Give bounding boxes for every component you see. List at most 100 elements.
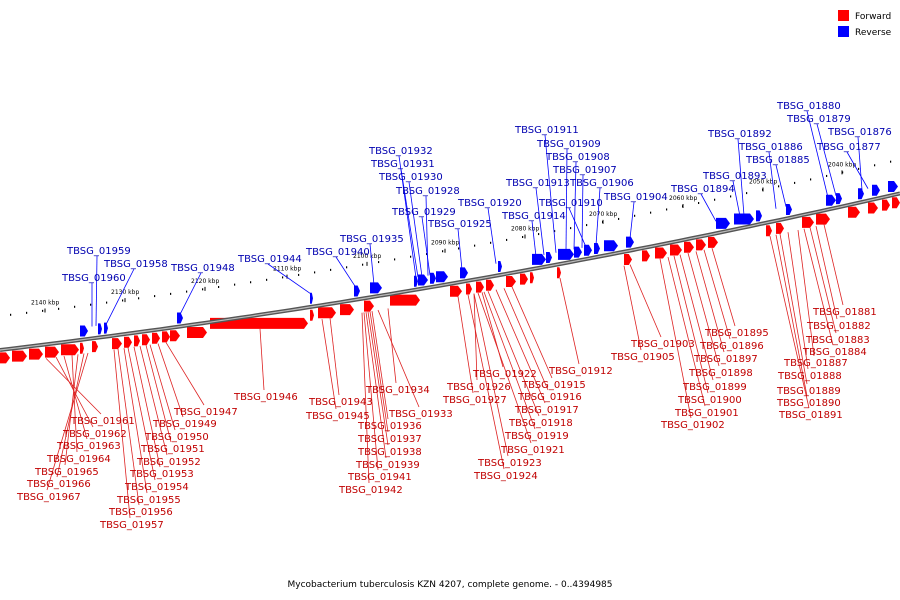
reverse-gene-label[interactable]: TBSG_01930 — [378, 172, 443, 183]
reverse-gene-block[interactable] — [354, 285, 360, 297]
forward-gene-label[interactable]: TBSG_01965 — [34, 467, 99, 478]
forward-gene-label[interactable]: TBSG_01895 — [704, 328, 769, 339]
reverse-gene-block[interactable] — [626, 236, 634, 248]
forward-gene-block[interactable] — [162, 331, 170, 343]
reverse-gene-label[interactable]: TBSG_01886 — [738, 142, 803, 153]
forward-gene-label[interactable]: TBSG_01882 — [806, 321, 871, 332]
forward-gene-block[interactable] — [340, 304, 354, 316]
forward-gene-label[interactable]: TBSG_01896 — [699, 341, 764, 352]
forward-gene-block[interactable] — [134, 335, 140, 347]
forward-gene-block[interactable] — [802, 216, 814, 228]
reverse-gene-block[interactable] — [584, 244, 592, 256]
forward-gene-label[interactable]: TBSG_01917 — [514, 405, 579, 416]
reverse-gene-block[interactable] — [604, 240, 618, 252]
reverse-gene-label[interactable]: TBSG_01906 — [569, 178, 634, 189]
forward-gene-label[interactable]: TBSG_01927 — [442, 395, 507, 406]
forward-gene-block[interactable] — [61, 344, 79, 356]
forward-gene-label[interactable]: TBSG_01881 — [812, 307, 877, 318]
forward-gene-block[interactable] — [210, 317, 308, 329]
forward-gene-label[interactable]: TBSG_01890 — [776, 398, 841, 409]
reverse-gene-label[interactable]: TBSG_01948 — [170, 263, 235, 274]
reverse-gene-block[interactable] — [430, 272, 436, 284]
reverse-gene-label[interactable]: TBSG_01908 — [545, 152, 610, 163]
reverse-gene-label[interactable]: TBSG_01959 — [66, 246, 131, 257]
forward-gene-block[interactable] — [152, 332, 160, 344]
forward-gene-label[interactable]: TBSG_01949 — [152, 419, 217, 430]
reverse-gene-label[interactable]: TBSG_01925 — [427, 219, 492, 230]
forward-gene-label[interactable]: TBSG_01962 — [62, 429, 127, 440]
reverse-gene-block[interactable] — [414, 275, 418, 287]
forward-gene-block[interactable] — [848, 206, 860, 218]
reverse-gene-label[interactable]: TBSG_01960 — [61, 273, 126, 284]
forward-gene-block[interactable] — [364, 300, 374, 312]
reverse-gene-block[interactable] — [786, 204, 792, 215]
forward-gene-label[interactable]: TBSG_01919 — [504, 431, 569, 442]
forward-gene-label[interactable]: TBSG_01915 — [521, 380, 586, 391]
forward-gene-label[interactable]: TBSG_01946 — [233, 392, 298, 403]
reverse-gene-block[interactable] — [460, 267, 468, 279]
reverse-gene-label[interactable]: TBSG_01911 — [514, 125, 579, 136]
forward-gene-label[interactable]: TBSG_01899 — [682, 382, 747, 393]
forward-gene-label[interactable]: TBSG_01952 — [136, 457, 201, 468]
forward-gene-block[interactable] — [45, 346, 59, 358]
forward-gene-label[interactable]: TBSG_01912 — [548, 366, 613, 377]
reverse-gene-label[interactable]: TBSG_01893 — [702, 171, 767, 182]
forward-gene-label[interactable]: TBSG_01933 — [388, 409, 453, 420]
reverse-gene-label[interactable]: TBSG_01876 — [827, 127, 892, 138]
forward-gene-block[interactable] — [670, 244, 682, 256]
reverse-gene-block[interactable] — [734, 213, 754, 225]
forward-gene-block[interactable] — [486, 279, 494, 291]
reverse-gene-block[interactable] — [858, 188, 864, 200]
forward-gene-block[interactable] — [696, 239, 706, 251]
forward-gene-label[interactable]: TBSG_01918 — [508, 418, 573, 429]
forward-gene-block[interactable] — [684, 241, 694, 253]
forward-gene-label[interactable]: TBSG_01901 — [674, 408, 739, 419]
reverse-gene-label[interactable]: TBSG_01910 — [538, 198, 603, 209]
reverse-gene-block[interactable] — [558, 248, 574, 260]
reverse-gene-label[interactable]: TBSG_01944 — [237, 254, 302, 265]
forward-gene-block[interactable] — [624, 254, 632, 265]
reverse-gene-label[interactable]: TBSG_01909 — [536, 139, 601, 150]
reverse-gene-block[interactable] — [756, 210, 762, 222]
forward-gene-label[interactable]: TBSG_01922 — [472, 369, 537, 380]
forward-gene-label[interactable]: TBSG_01937 — [357, 434, 422, 445]
forward-gene-label[interactable]: TBSG_01903 — [630, 339, 695, 350]
forward-gene-block[interactable] — [124, 336, 132, 348]
forward-gene-block[interactable] — [29, 348, 43, 360]
forward-gene-label[interactable]: TBSG_01947 — [173, 407, 238, 418]
reverse-gene-block[interactable] — [826, 194, 836, 206]
forward-gene-block[interactable] — [390, 294, 420, 306]
reverse-gene-block[interactable] — [80, 325, 88, 337]
reverse-gene-block[interactable] — [888, 181, 898, 192]
forward-gene-label[interactable]: TBSG_01950 — [144, 432, 209, 443]
forward-gene-label[interactable]: TBSG_01967 — [16, 492, 81, 503]
forward-gene-label[interactable]: TBSG_01887 — [783, 358, 848, 369]
forward-gene-label[interactable]: TBSG_01966 — [26, 479, 91, 490]
forward-gene-label[interactable]: TBSG_01905 — [610, 352, 675, 363]
forward-gene-label[interactable]: TBSG_01889 — [776, 386, 841, 397]
forward-gene-block[interactable] — [642, 250, 650, 262]
forward-gene-label[interactable]: TBSG_01900 — [677, 395, 742, 406]
reverse-gene-block[interactable] — [546, 252, 552, 263]
forward-gene-block[interactable] — [142, 334, 150, 346]
forward-gene-label[interactable]: TBSG_01936 — [357, 421, 422, 432]
forward-gene-label[interactable]: TBSG_01943 — [308, 397, 373, 408]
reverse-gene-label[interactable]: TBSG_01892 — [707, 129, 772, 140]
reverse-gene-block[interactable] — [498, 261, 502, 272]
forward-gene-block[interactable] — [466, 283, 472, 295]
forward-gene-label[interactable]: TBSG_01961 — [70, 416, 135, 427]
reverse-gene-label[interactable]: TBSG_01931 — [370, 159, 435, 170]
forward-gene-block[interactable] — [892, 197, 900, 209]
reverse-gene-block[interactable] — [177, 312, 183, 324]
reverse-gene-label[interactable]: TBSG_01920 — [457, 198, 522, 209]
forward-gene-block[interactable] — [12, 350, 27, 362]
reverse-gene-label[interactable]: TBSG_01913 — [505, 178, 570, 189]
forward-gene-label[interactable]: TBSG_01939 — [355, 460, 420, 471]
forward-gene-label[interactable]: TBSG_01921 — [500, 445, 565, 456]
forward-gene-block[interactable] — [310, 309, 314, 321]
forward-gene-label[interactable]: TBSG_01898 — [688, 368, 753, 379]
reverse-gene-label[interactable]: TBSG_01885 — [745, 155, 810, 166]
reverse-gene-block[interactable] — [574, 246, 582, 258]
forward-gene-label[interactable]: TBSG_01957 — [99, 520, 164, 531]
reverse-gene-label[interactable]: TBSG_01929 — [391, 207, 456, 218]
